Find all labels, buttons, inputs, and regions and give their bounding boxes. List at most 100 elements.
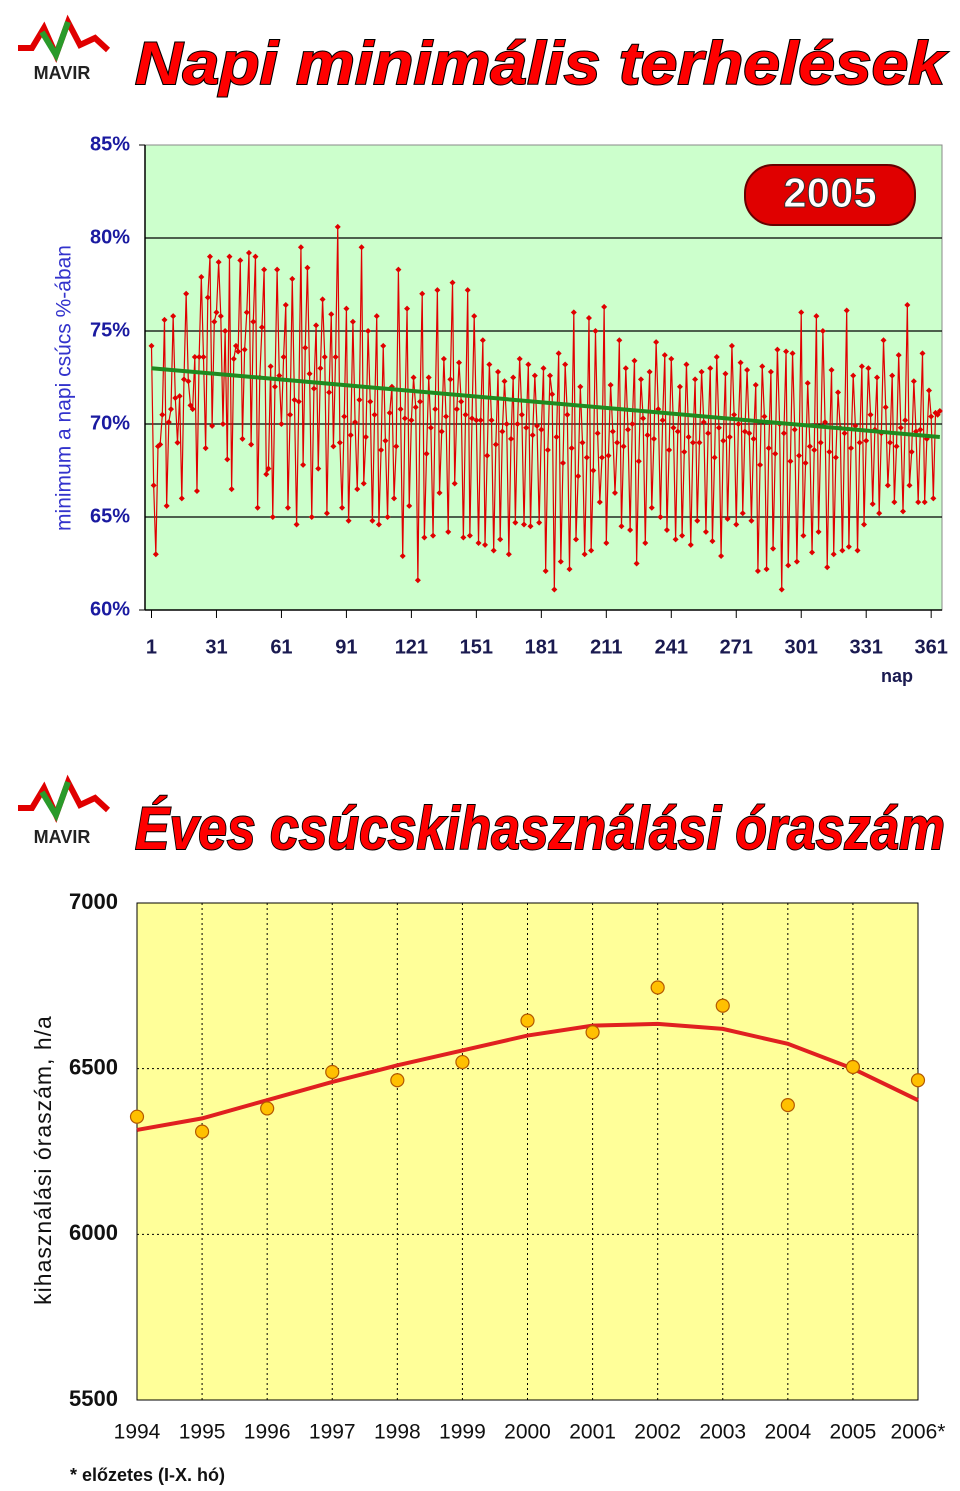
data-point [609,428,616,435]
data-point [479,337,486,344]
data-point [382,437,389,444]
data-point [263,471,270,478]
data-point [354,486,361,493]
trend-line [151,366,941,440]
data-point [436,489,443,496]
data-point [852,422,859,429]
data-point [715,998,730,1013]
x-tick-label: 151 [460,636,493,658]
data-point [291,396,298,403]
data-point [733,521,740,528]
data-point [163,502,170,509]
data-point [930,495,937,502]
y-axis-label: minimum a napi csúcs %-ában [53,245,76,531]
data-point [185,378,192,385]
data-point [211,318,218,325]
data-point [267,363,274,370]
data-point [521,521,528,528]
data-point [455,1054,470,1070]
data-point [544,447,551,454]
data-point [648,504,655,511]
data-point [542,567,549,574]
data-point [674,428,681,435]
data-point [430,532,437,539]
data-point [226,253,233,260]
data-point [668,355,675,362]
data-point [334,223,341,230]
y-tick-label: 65% [90,505,130,527]
logo: MAVIR [18,774,111,847]
data-point [676,383,683,390]
data-point [391,495,398,502]
data-point [510,374,517,381]
data-point [895,352,902,359]
data-point [297,244,304,251]
data-point [601,303,608,310]
data-point [919,350,926,357]
data-point [551,586,558,593]
data-point [534,422,541,429]
data-point [321,354,328,361]
x-tick-label: 2000 [504,1421,551,1444]
data-point [835,389,842,396]
data-point [412,404,419,411]
data-point [460,534,467,541]
data-point [362,434,369,441]
data-point [627,527,634,534]
data-point [724,515,731,522]
chart-title: Napi minimális terhelések [135,30,948,97]
trend-line [136,1021,919,1132]
data-point [804,380,811,387]
data-point [861,521,868,528]
data-point [590,467,597,474]
data-point [258,324,265,331]
data-point [811,447,818,454]
badge-text: 2005 [783,169,876,216]
data-point [209,422,216,429]
data-point [713,354,720,361]
data-point [926,387,933,394]
data-point [592,328,599,334]
x-tick-label: 1998 [374,1421,421,1444]
data-point [553,434,560,441]
data-point [167,406,174,413]
logo-text: MAVIR [34,63,91,83]
data-point [715,424,722,431]
data-point [774,346,781,353]
data-point [375,521,382,528]
data-point [497,536,504,543]
data-point [399,553,406,560]
data-point [789,350,796,357]
data-point [746,430,753,437]
data-point [319,296,326,303]
data-point [306,370,313,377]
data-point [737,359,744,366]
data-point [646,368,653,375]
data-point [423,450,430,457]
data-point [538,426,545,433]
data-point [555,350,562,357]
data-point [642,540,649,547]
data-point [440,355,447,362]
data-point [577,383,584,390]
data-point [616,337,623,344]
x-tick-label: 1 [146,636,157,658]
x-tick-label: 211 [590,636,622,658]
data-point [910,378,917,385]
data-point [341,413,348,420]
data-point [274,266,281,273]
data-point [482,541,489,548]
data-point [809,549,816,556]
data-point [217,313,224,320]
data-point [711,454,718,461]
data-point [447,376,454,383]
x-tick-label: 2004 [764,1421,811,1444]
data-point [486,361,493,368]
data-point [702,528,709,535]
data-point [772,450,779,457]
x-tick-label: 331 [850,636,883,658]
data-point [705,430,712,437]
data-point [469,415,476,422]
data-point [419,290,426,297]
